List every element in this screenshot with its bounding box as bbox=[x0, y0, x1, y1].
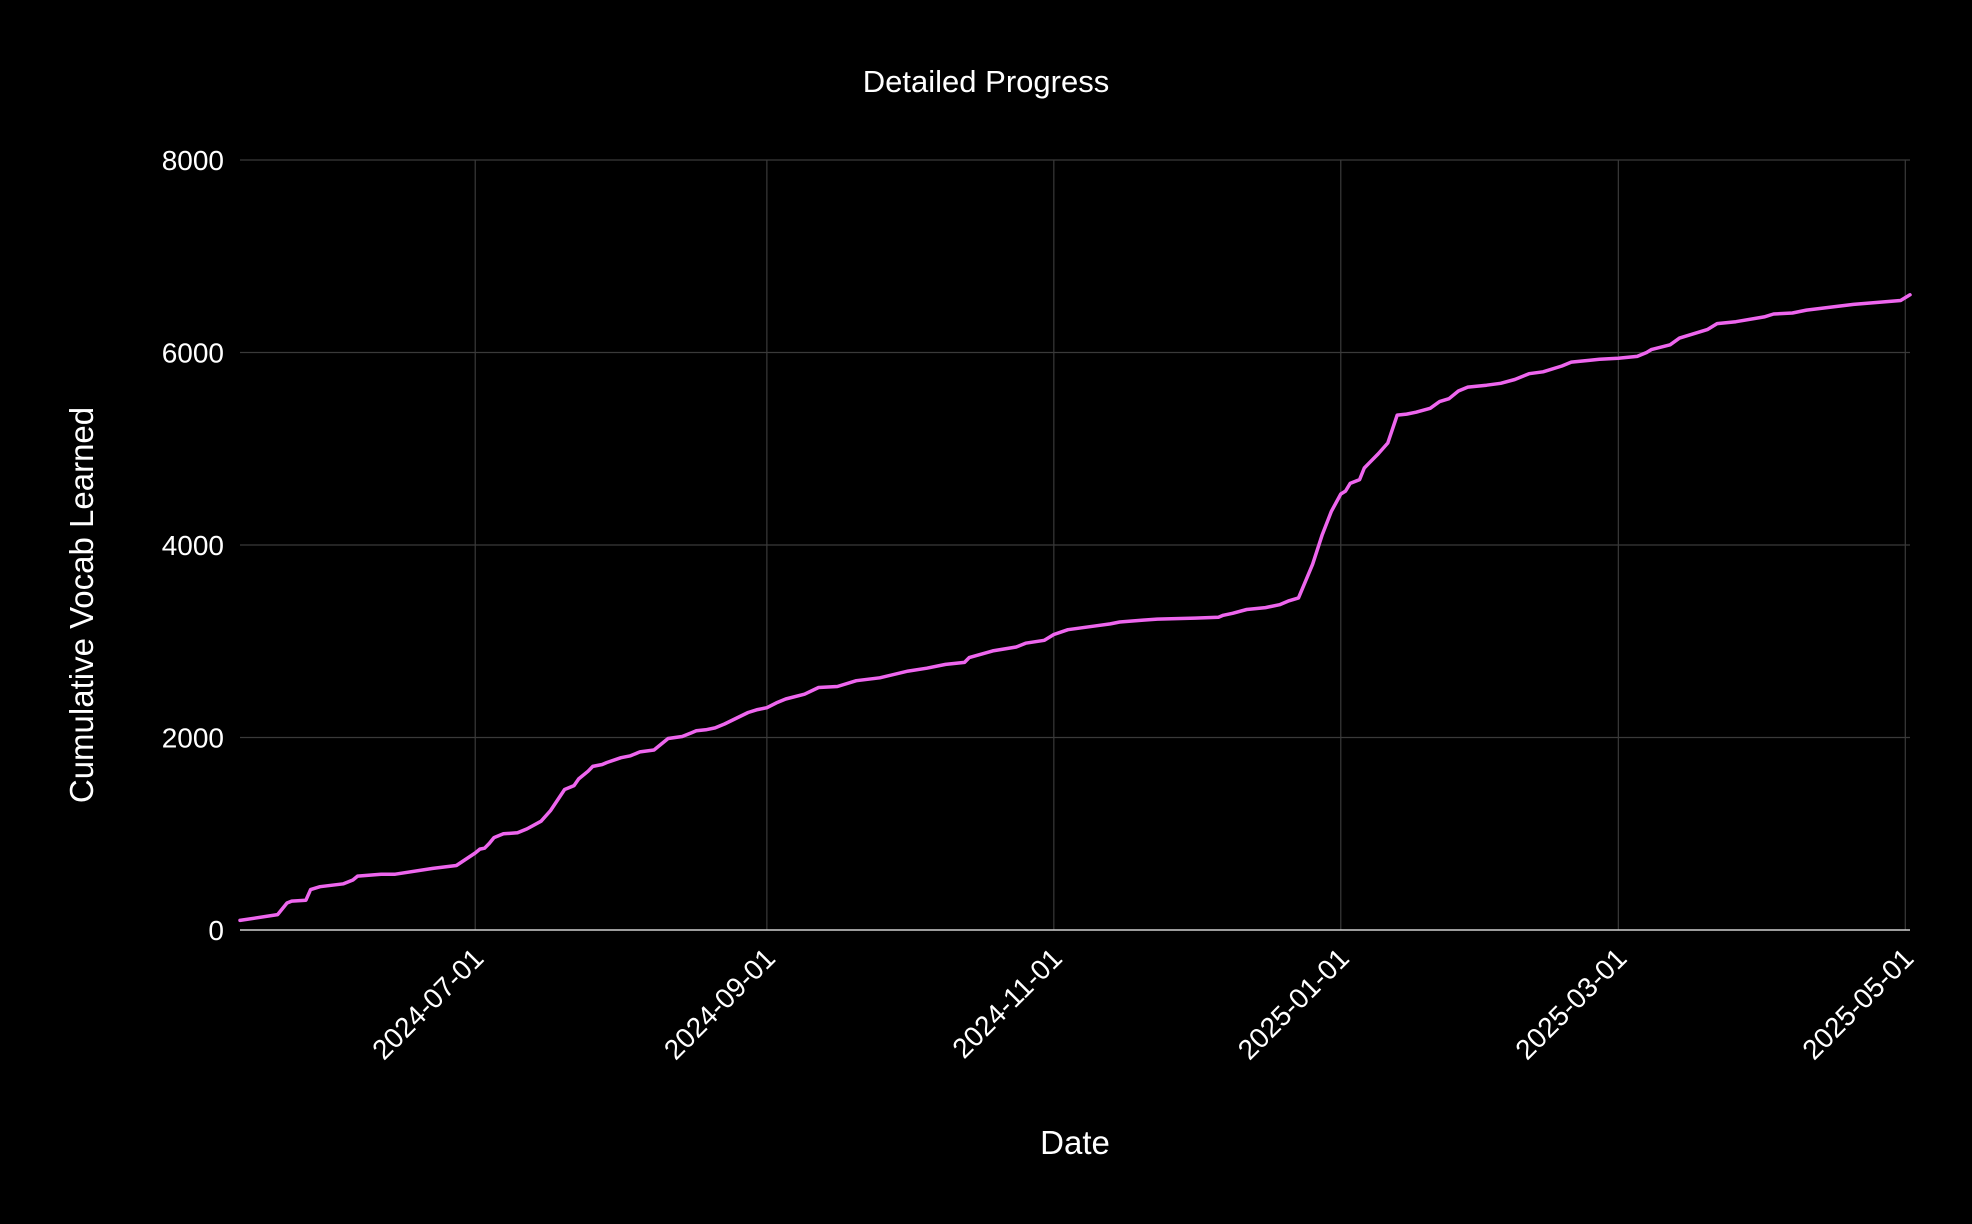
y-tick-label: 4000 bbox=[162, 530, 224, 561]
y-tick-label: 8000 bbox=[162, 145, 224, 176]
y-tick-label: 0 bbox=[208, 915, 224, 946]
y-axis-label: Cumulative Vocab Learned bbox=[63, 407, 100, 803]
y-tick-label: 6000 bbox=[162, 338, 224, 369]
y-axis-ticks: 0 2000 4000 6000 8000 bbox=[162, 145, 224, 946]
y-tick-label: 2000 bbox=[162, 723, 224, 754]
x-axis-label: Date bbox=[1040, 1124, 1110, 1161]
chart-title: Detailed Progress bbox=[863, 64, 1109, 99]
grid bbox=[240, 159, 1910, 931]
series-layer bbox=[238, 293, 1912, 923]
series-line bbox=[238, 293, 1912, 923]
